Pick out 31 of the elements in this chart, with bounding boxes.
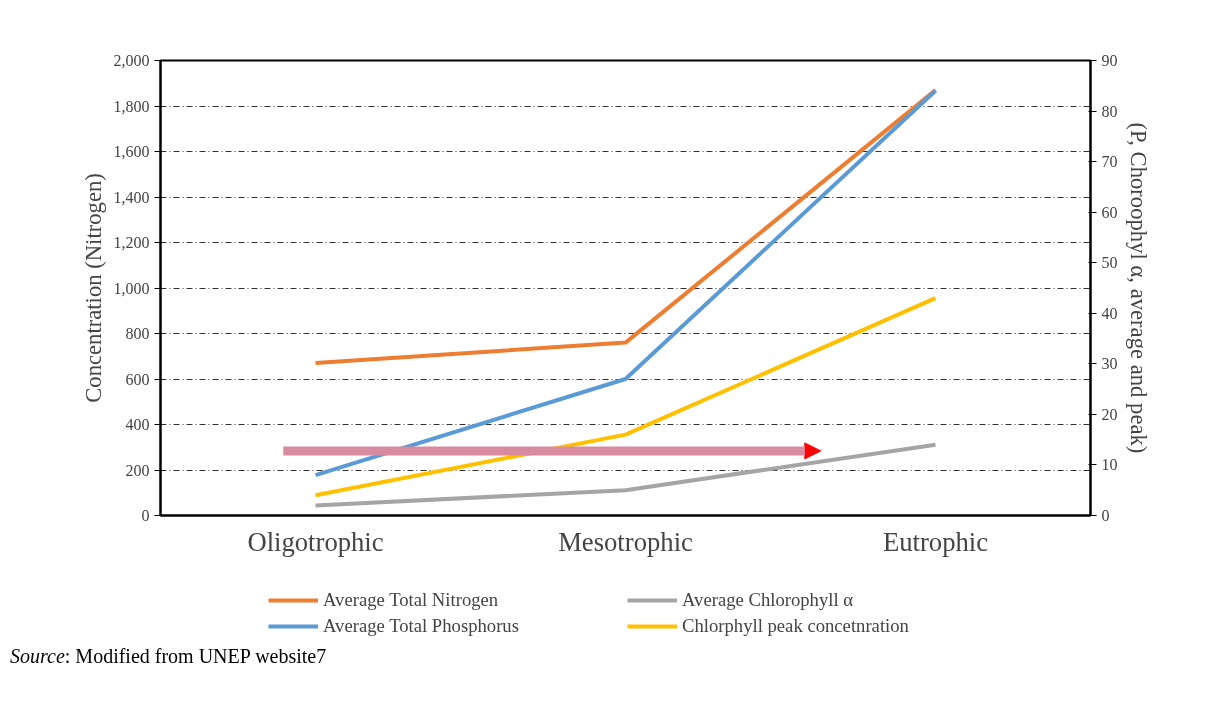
y2-tick-label: 0 xyxy=(1101,507,1110,524)
y-tick-label: 1,400 xyxy=(113,188,150,206)
x-tick-label: Oligotrophic xyxy=(247,526,384,557)
y2-tick-label: 70 xyxy=(1101,153,1118,171)
legend-label: Chlorphyll peak concetnration xyxy=(682,614,910,637)
y2-tick-label: 80 xyxy=(1101,102,1118,120)
y-tick-label: 1,600 xyxy=(113,143,150,160)
y2-tick-label: 10 xyxy=(1101,456,1118,474)
y-tick-label: 600 xyxy=(125,370,150,388)
y2-tick-label: 40 xyxy=(1101,304,1118,322)
y2-axis-title: (P, Choroophyl α, average and peak) xyxy=(1125,122,1151,454)
y-tick-label: 1,200 xyxy=(113,234,150,251)
y2-tick-label: 90 xyxy=(1101,52,1118,69)
y2-tick-label: 20 xyxy=(1101,405,1118,423)
legend-label: Average Total Nitrogen xyxy=(323,588,500,611)
y2-tick-label: 30 xyxy=(1101,355,1118,373)
x-tick-label: Eutrophic xyxy=(882,526,989,557)
x-tick-label: Mesotrophic xyxy=(558,526,694,557)
y-tick-label: 200 xyxy=(125,461,150,479)
y-tick-label: 2,000 xyxy=(113,52,150,69)
y-tick-label: 800 xyxy=(125,325,150,342)
y-tick-label: 400 xyxy=(125,416,150,433)
y-tick-label: 1,800 xyxy=(113,97,150,115)
source-note: Source: Modified from UNEP website7 xyxy=(10,644,327,669)
y2-tick-label: 60 xyxy=(1101,203,1118,221)
y-tick-label: 1,000 xyxy=(113,279,150,297)
y-tick-label: 0 xyxy=(141,507,150,524)
legend-label: Average Total Phosphorus xyxy=(323,614,520,637)
legend-label: Average Chlorophyll α xyxy=(682,588,855,611)
y-axis-title: Concentration (Nitrogen) xyxy=(80,173,106,403)
y2-tick-label: 50 xyxy=(1101,254,1118,272)
